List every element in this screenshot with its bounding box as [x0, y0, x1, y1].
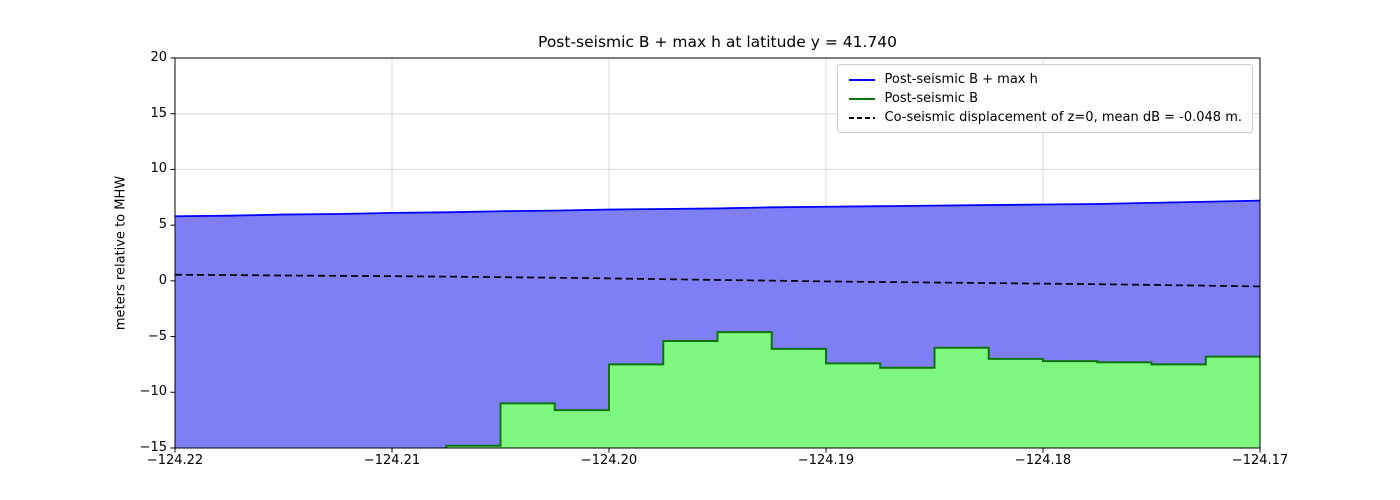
- y-axis-label: meters relative to MHW: [113, 175, 129, 331]
- y-tick-label: −10: [139, 384, 167, 400]
- x-tick-label: −124.20: [580, 453, 638, 468]
- x-tick-label: −124.17: [1231, 453, 1289, 468]
- y-tick-label: 20: [150, 50, 167, 65]
- legend-item-post-seismic-b-max-h: Post-seismic B + max h: [847, 72, 1243, 87]
- legend-line-sample-green: [848, 97, 875, 100]
- legend-line-sample-dashed: [848, 116, 875, 119]
- legend-label: Post-seismic B: [884, 91, 979, 106]
- x-tick-label: −124.22: [146, 453, 204, 468]
- x-tick-label: −124.18: [1014, 453, 1072, 468]
- chart-title: Post-seismic B + max h at latitude y = 4…: [538, 33, 897, 51]
- y-tick-label: −5: [147, 328, 167, 344]
- y-tick-label: 15: [150, 105, 167, 121]
- x-tick-label: −124.19: [797, 453, 855, 468]
- y-tick-label: 10: [150, 161, 167, 177]
- legend-label: Co-seismic displacement of z=0, mean dB …: [884, 110, 1243, 125]
- legend: Post-seismic B + max h Post-seismic B Co…: [836, 64, 1253, 133]
- legend-item-post-seismic-b: Post-seismic B: [847, 91, 1243, 106]
- legend-label: Post-seismic B + max h: [884, 72, 1038, 87]
- x-tick-label: −124.21: [363, 453, 421, 468]
- y-tick-label: −15: [139, 440, 167, 455]
- legend-item-co-seismic-displacement: Co-seismic displacement of z=0, mean dB …: [847, 110, 1243, 125]
- y-tick-label: 5: [158, 217, 167, 233]
- legend-line-sample-blue: [848, 78, 875, 81]
- y-tick-label: 0: [158, 272, 167, 288]
